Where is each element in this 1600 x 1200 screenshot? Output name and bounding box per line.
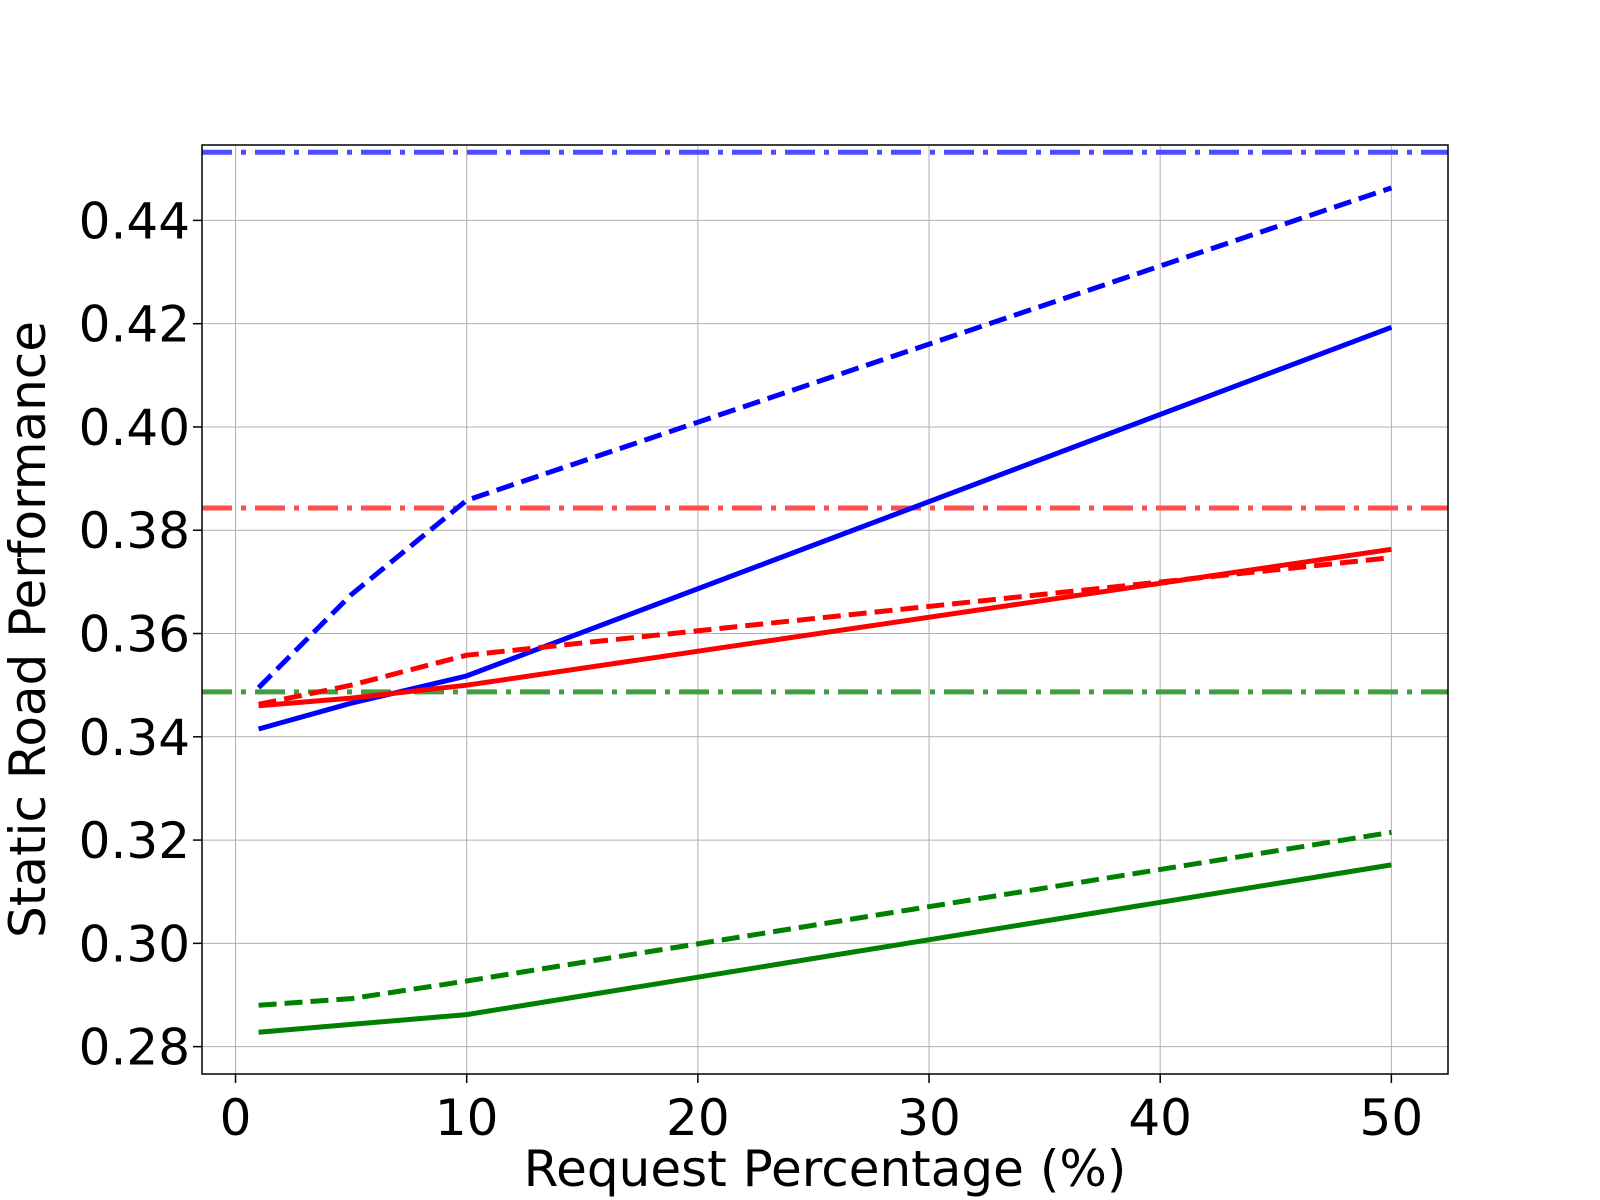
y-tick-label: 0.28 — [79, 1019, 190, 1077]
grid — [202, 145, 1448, 1074]
y-tick-label: 0.34 — [79, 709, 190, 767]
y-tick-label: 0.38 — [79, 502, 190, 560]
x-axis-ticks: 0 10 20 30 40 50 — [220, 1074, 1424, 1147]
y-axis-label: Static Road Performance — [0, 321, 57, 938]
y-tick-label: 0.44 — [79, 192, 190, 250]
x-axis-label: Request Percentage (%) — [524, 1140, 1127, 1198]
series-line — [257, 324, 1393, 732]
x-tick-label: 0 — [220, 1089, 252, 1147]
y-axis-ticks: 0.28 0.30 0.32 0.34 0.36 0.38 0.40 0.42 0.44 — [79, 192, 202, 1077]
y-tick-label: 0.30 — [79, 915, 190, 973]
x-tick-label: 50 — [1360, 1089, 1424, 1147]
series-lines — [256, 185, 1393, 1035]
x-tick-label: 30 — [897, 1089, 961, 1147]
plot-frame — [201, 144, 1449, 1075]
x-tick-label: 10 — [435, 1089, 499, 1147]
y-tick-label: 0.40 — [79, 399, 190, 457]
reference-lines — [202, 149, 1448, 695]
series-line — [256, 185, 1393, 690]
y-tick-label: 0.32 — [79, 812, 190, 870]
series-line — [258, 829, 1392, 1008]
y-tick-label: 0.42 — [79, 296, 190, 354]
series-line — [258, 862, 1392, 1035]
series-line — [258, 555, 1392, 707]
series-line — [258, 546, 1392, 709]
x-tick-label: 40 — [1128, 1089, 1192, 1147]
y-tick-label: 0.36 — [79, 606, 190, 664]
x-tick-label: 20 — [666, 1089, 730, 1147]
